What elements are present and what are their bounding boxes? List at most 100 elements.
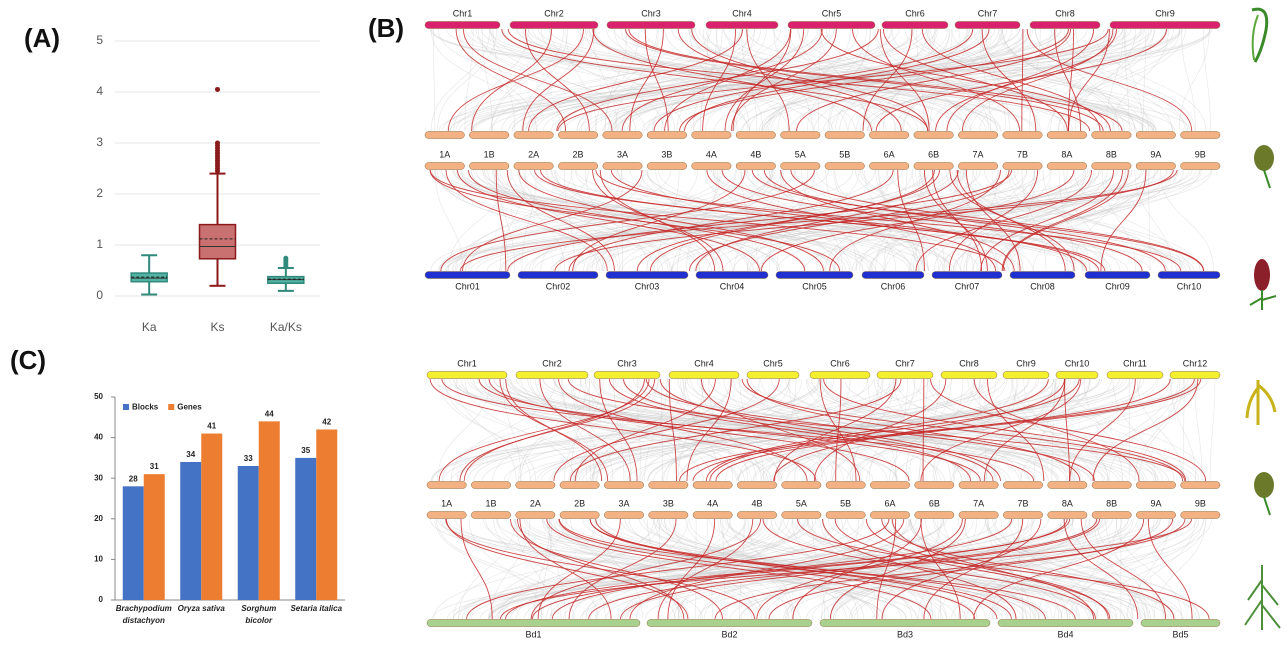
- chromosome: [603, 132, 642, 139]
- chromosome-label: 9B: [1195, 498, 1206, 508]
- bar: [180, 462, 201, 600]
- chromosome: [1092, 512, 1131, 519]
- chromosome: [870, 482, 909, 489]
- chromosome-label: Chr11: [1123, 358, 1147, 368]
- value-label: 31: [150, 462, 159, 471]
- chromosome: [1056, 372, 1098, 379]
- chromosome: [825, 132, 864, 139]
- chromosome: [693, 512, 732, 519]
- chromosome: [1092, 163, 1131, 170]
- bar: [144, 474, 165, 600]
- chromosome: [1048, 482, 1087, 489]
- chromosome-label: Chr08: [1030, 281, 1055, 291]
- chromosome: [516, 482, 555, 489]
- chromosome-label: 3A: [617, 149, 628, 159]
- chromosome: [647, 163, 686, 170]
- chromosome-label: Bd2: [721, 629, 737, 639]
- value-label: 44: [265, 409, 274, 418]
- chromosome: [736, 163, 775, 170]
- chromosome: [514, 163, 553, 170]
- synteny-link: [1204, 29, 1211, 131]
- chromosome-label: Chr03: [635, 281, 660, 291]
- link-layer: [430, 379, 1215, 619]
- synteny-link: [1096, 519, 1206, 619]
- chromosome-label: Chr5: [822, 8, 842, 18]
- box: [200, 225, 236, 259]
- chromosome-label: Chr05: [802, 281, 827, 291]
- chromosome: [1170, 372, 1220, 379]
- icon: [1254, 472, 1274, 498]
- y-tick-label: 0: [96, 288, 103, 302]
- chromosome-label: 9A: [1150, 498, 1161, 508]
- chromosome: [560, 482, 599, 489]
- chromosome-label: 7B: [1017, 149, 1028, 159]
- chromosome: [781, 132, 820, 139]
- chromosome-label: 7B: [1017, 498, 1028, 508]
- chromosome-label: 6A: [884, 149, 895, 159]
- chromosome: [737, 512, 776, 519]
- synteny-link: [569, 519, 676, 619]
- chromosome: [932, 272, 1002, 279]
- chromosome: [425, 272, 510, 279]
- chromosome: [1003, 512, 1042, 519]
- chromosome: [1110, 22, 1220, 29]
- chromosome: [471, 512, 510, 519]
- chromosome: [781, 163, 820, 170]
- y-tick-label: 0: [99, 595, 104, 604]
- link-layer: [430, 29, 1213, 271]
- synteny-link: [1210, 379, 1215, 481]
- chromosome: [647, 132, 686, 139]
- chromosome: [693, 482, 732, 489]
- y-tick-label: 1: [96, 237, 103, 251]
- chromosome-label: 2A: [528, 149, 539, 159]
- chromosome: [516, 372, 588, 379]
- chromosome: [604, 482, 643, 489]
- value-label: 35: [301, 446, 310, 455]
- chromosome: [959, 512, 998, 519]
- chromosome: [669, 372, 739, 379]
- y-tick-label: 4: [96, 84, 103, 98]
- chromosome-label: 9A: [1150, 149, 1161, 159]
- chromosome-label: Chr1: [457, 358, 477, 368]
- chromosome: [647, 620, 812, 627]
- chromosome-label: 6B: [929, 498, 940, 508]
- chromosome: [1085, 272, 1150, 279]
- bar: [295, 458, 316, 600]
- icon: [1253, 15, 1258, 60]
- chromosome-label: Chr8: [959, 358, 979, 368]
- value-label: 28: [129, 474, 138, 483]
- chromosome: [914, 132, 953, 139]
- chromosome-label: Chr9: [1016, 358, 1036, 368]
- chromosome: [692, 132, 731, 139]
- legend-label: Genes: [177, 403, 202, 412]
- y-tick-label: 30: [94, 473, 103, 482]
- icon: [1250, 290, 1276, 310]
- chromosome: [747, 372, 799, 379]
- y-tick-label: 40: [94, 433, 103, 442]
- chromosome-label: 8A: [1062, 498, 1073, 508]
- chromosome: [941, 372, 997, 379]
- chromosome-label: 7A: [973, 149, 984, 159]
- chromosome: [959, 482, 998, 489]
- chromosome-label: Chr06: [881, 281, 906, 291]
- outlier: [215, 141, 220, 146]
- chromosome: [696, 272, 768, 279]
- chromosome-label: 4A: [707, 498, 718, 508]
- chromosome: [1136, 512, 1175, 519]
- bar: [316, 429, 337, 600]
- y-tick-label: 2: [96, 186, 103, 200]
- value-label: 42: [322, 418, 331, 427]
- chromosome: [998, 620, 1133, 627]
- chromosome: [469, 132, 508, 139]
- y-tick-label: 3: [96, 135, 103, 149]
- value-label: 34: [186, 450, 195, 459]
- chromosome-label: Chr2: [544, 8, 564, 18]
- outlier: [215, 87, 220, 92]
- chromosome: [706, 22, 778, 29]
- panel-label: (A): [24, 23, 60, 53]
- synteny-link: [1003, 170, 1128, 271]
- chromosome-label: 1B: [484, 149, 495, 159]
- chromosome-label: Chr6: [905, 8, 925, 18]
- chromosome-label: Chr07: [955, 281, 980, 291]
- chromosome-label: Chr4: [694, 358, 714, 368]
